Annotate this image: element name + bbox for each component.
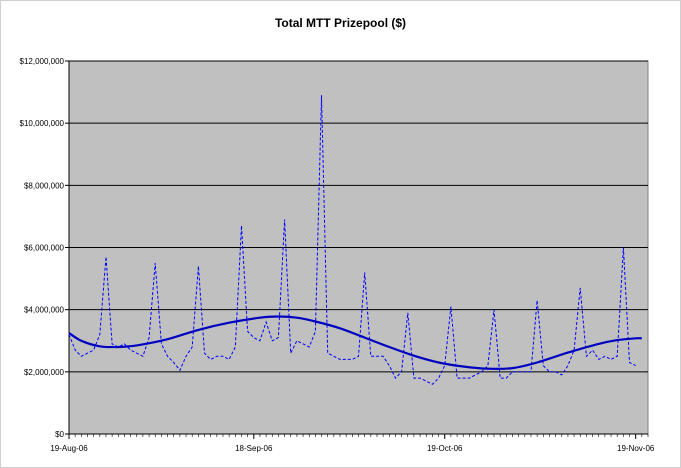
series-trend-line <box>68 315 642 371</box>
chart-title: Total MTT Prizepool ($) <box>274 16 407 30</box>
y-tick-label: $2,000,000 <box>24 368 65 377</box>
x-tick-label: 19-Aug-06 <box>50 444 88 453</box>
x-tick-label: 18-Sep-06 <box>235 444 273 453</box>
x-tick-label: 19-Oct-06 <box>427 444 463 453</box>
series-daily-line <box>68 95 636 385</box>
x-tick-label: 19-Nov-06 <box>617 444 655 453</box>
y-tick-label: $8,000,000 <box>24 181 65 190</box>
y-tick-label: $6,000,000 <box>24 244 65 253</box>
y-tick-label: $4,000,000 <box>24 306 65 315</box>
y-tick-label: $0 <box>55 430 64 439</box>
y-tick-label: $12,000,000 <box>20 57 65 66</box>
y-tick-label: $10,000,000 <box>20 119 65 128</box>
